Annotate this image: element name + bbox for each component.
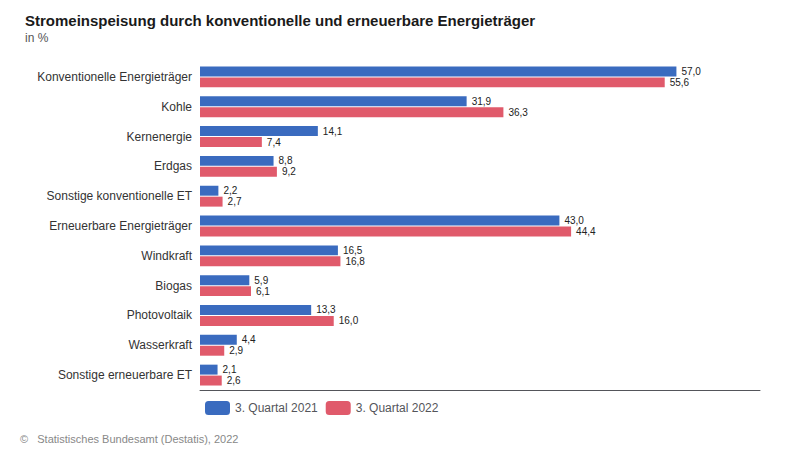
svg-text:44,4: 44,4 xyxy=(576,226,596,237)
svg-text:2,7: 2,7 xyxy=(228,196,242,207)
svg-text:Biogas: Biogas xyxy=(155,279,192,293)
svg-text:8,8: 8,8 xyxy=(279,155,293,166)
svg-text:36,3: 36,3 xyxy=(508,107,528,118)
svg-text:Wasserkraft: Wasserkraft xyxy=(128,338,192,352)
svg-text:43,0: 43,0 xyxy=(564,215,584,226)
svg-text:2,9: 2,9 xyxy=(229,345,243,356)
svg-text:3. Quartal 2022: 3. Quartal 2022 xyxy=(356,401,439,415)
svg-text:2,1: 2,1 xyxy=(223,364,237,375)
svg-text:55,6: 55,6 xyxy=(670,77,690,88)
svg-text:3. Quartal 2021: 3. Quartal 2021 xyxy=(235,401,318,415)
svg-text:16,0: 16,0 xyxy=(339,315,359,326)
svg-text:9,2: 9,2 xyxy=(282,166,296,177)
svg-text:Erdgas: Erdgas xyxy=(154,159,192,173)
svg-text:Konventionelle Energieträger: Konventionelle Energieträger xyxy=(37,70,192,84)
svg-text:16,8: 16,8 xyxy=(345,256,365,267)
svg-text:13,3: 13,3 xyxy=(316,304,336,315)
svg-text:57,0: 57,0 xyxy=(681,66,701,77)
svg-text:Kernenergie: Kernenergie xyxy=(127,130,193,144)
svg-text:7,4: 7,4 xyxy=(267,137,281,148)
svg-text:4,4: 4,4 xyxy=(242,334,256,345)
svg-text:14,1: 14,1 xyxy=(323,126,343,137)
svg-text:Sonstige erneuerbare ET: Sonstige erneuerbare ET xyxy=(58,368,193,382)
svg-text:Sonstige konventionelle ET: Sonstige konventionelle ET xyxy=(47,189,193,203)
svg-text:© Statistisches Bundesamt (D: © Statistisches Bundesamt (Destatis), 20… xyxy=(20,433,238,445)
svg-text:16,5: 16,5 xyxy=(343,245,363,256)
svg-text:2,2: 2,2 xyxy=(223,185,237,196)
svg-text:Erneuerbare Energieträger: Erneuerbare Energieträger xyxy=(49,219,192,233)
svg-text:Stromeinspeisung durch konvent: Stromeinspeisung durch konventionelle un… xyxy=(25,12,535,29)
svg-text:6,1: 6,1 xyxy=(256,286,270,297)
svg-text:31,9: 31,9 xyxy=(472,96,492,107)
svg-text:2,6: 2,6 xyxy=(227,375,241,386)
svg-text:Kohle: Kohle xyxy=(161,100,192,114)
svg-text:in %: in % xyxy=(25,31,49,45)
svg-text:Photovoltaik: Photovoltaik xyxy=(127,308,193,322)
svg-text:5,9: 5,9 xyxy=(254,275,268,286)
svg-text:Windkraft: Windkraft xyxy=(141,249,192,263)
